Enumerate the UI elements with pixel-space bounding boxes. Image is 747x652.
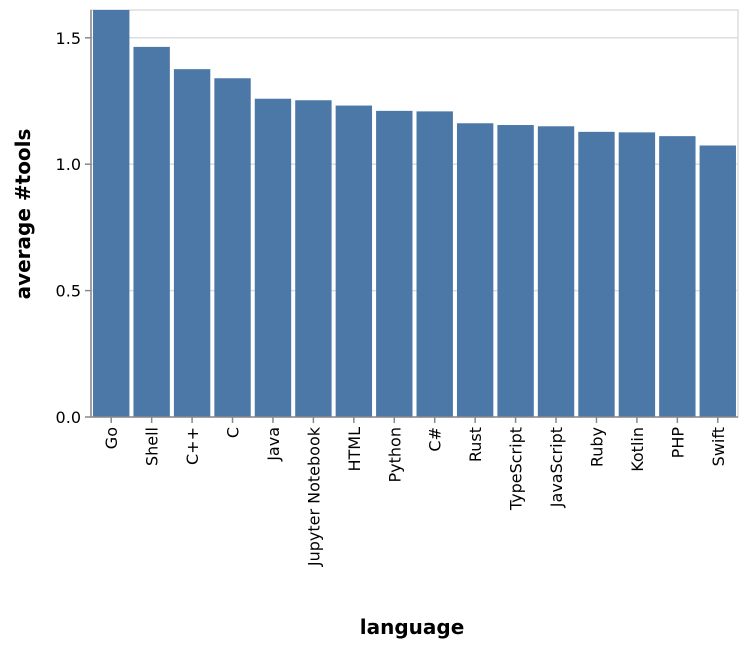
x-tick-label: Rust: [466, 427, 485, 462]
y-tick-label: 1.5: [56, 29, 81, 48]
x-tick-label: Kotlin: [628, 427, 647, 472]
y-tick-label: 1.0: [56, 155, 81, 174]
x-tick-label: Java: [264, 427, 283, 462]
y-axis-title: average #tools: [11, 129, 35, 300]
bar-rust: [456, 123, 494, 418]
x-axis-title: language: [360, 615, 465, 639]
bar-swift: [699, 145, 736, 417]
x-tick-label: Jupyter Notebook: [304, 426, 323, 567]
bar-javascript: [537, 126, 575, 418]
bar-c: [214, 78, 251, 417]
bar-typescript: [497, 125, 534, 418]
x-tick-label: C: [224, 427, 243, 438]
bar-jupyter-notebook: [295, 100, 332, 417]
y-tick-label: 0.5: [56, 282, 81, 301]
bar-shell: [133, 46, 170, 417]
bar-php: [659, 136, 696, 417]
x-tick-label: Swift: [709, 427, 728, 466]
bar-c-: [173, 69, 211, 417]
tick-labels: 0.0 0.5 1.0 1.5 Go Shell C++ C Java Jupyter Noteb…: [56, 29, 728, 567]
x-tick-label: C++: [183, 427, 202, 465]
bar-html: [335, 105, 373, 417]
x-tick-label: C#: [426, 427, 445, 452]
x-tick-label: PHP: [668, 427, 687, 459]
x-tick-label: TypeScript: [507, 427, 526, 511]
x-tick-label: HTML: [345, 427, 364, 472]
bars: [93, 10, 736, 418]
y-tick-label: 0.0: [56, 408, 81, 427]
bar-go: [93, 10, 130, 417]
bar-kotlin: [618, 132, 656, 418]
bar-ruby: [578, 131, 615, 417]
x-tick-label: JavaScript: [547, 427, 566, 508]
axes: [85, 10, 738, 423]
bar-java: [254, 98, 292, 418]
bar-python: [376, 110, 413, 417]
x-tick-label: Shell: [143, 427, 162, 466]
x-tick-label: Python: [385, 427, 404, 482]
bar-c-: [416, 111, 453, 418]
x-tick-label: Ruby: [587, 427, 606, 467]
x-tick-label: Go: [102, 427, 121, 449]
